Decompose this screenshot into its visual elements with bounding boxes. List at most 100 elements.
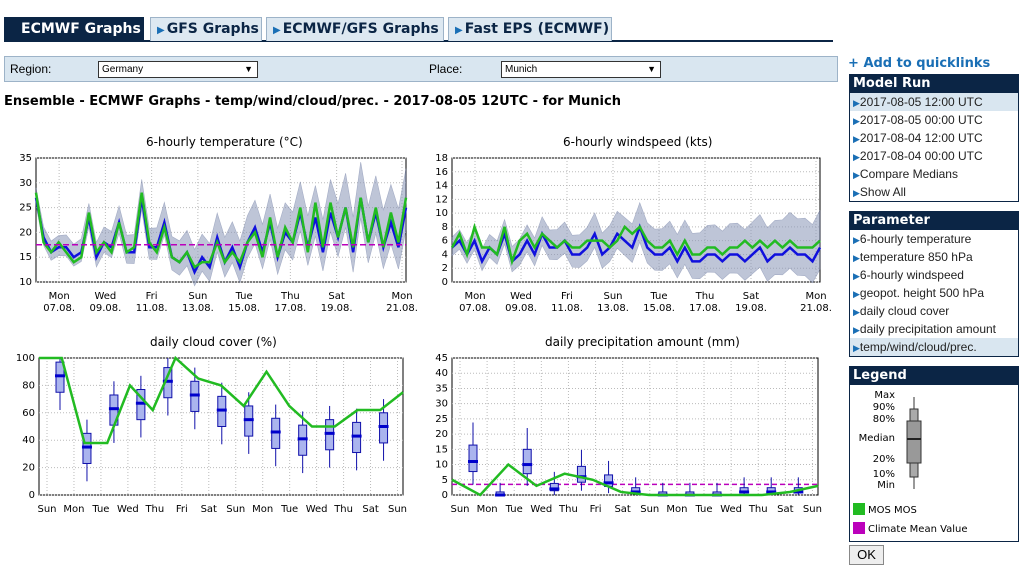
y-tick-label: 8 (442, 222, 448, 233)
y-tick-label: 35 (19, 153, 32, 164)
y-tick-label: 30 (19, 178, 32, 189)
x-tick-day: Fri (146, 291, 158, 302)
y-tick-label: 20 (435, 429, 448, 440)
parameter-item[interactable]: ▶geopot. height 500 hPa (850, 284, 1018, 302)
x-tick-day: Sun (640, 504, 659, 515)
parameter-item[interactable]: ▶daily cloud cover (850, 302, 1018, 320)
x-tick-day: Mon (464, 291, 485, 302)
arrow-right-icon: ▶ (853, 188, 860, 198)
x-tick-date: 21.08. (386, 303, 418, 314)
x-tick-date: 17.08. (274, 303, 306, 314)
x-tick-day: Sat (743, 291, 759, 302)
y-tick-label: 10 (435, 460, 448, 471)
tab-label: GFS Graphs (166, 21, 259, 37)
dropdown-arrow-icon: ▼ (244, 64, 253, 74)
plot-frame (451, 357, 819, 496)
x-tick-day: Sun (603, 291, 622, 302)
model-run-item[interactable]: ▶2017-08-04 12:00 UTC (850, 129, 1018, 147)
parameter-item-selected[interactable]: ▶temp/wind/cloud/prec. (850, 338, 1018, 356)
x-tick-date: 19.08. (321, 303, 353, 314)
x-tick-day: Mon (252, 504, 273, 515)
item-label: 2017-08-04 00:00 UTC (859, 149, 983, 163)
tab-ecmwf-gfs-graphs[interactable]: ▶ ECMWF/GFS Graphs (266, 17, 444, 41)
x-tick-day: Wed (306, 504, 328, 515)
model-run-item[interactable]: ▶2017-08-04 00:00 UTC (850, 147, 1018, 165)
compare-medians-item[interactable]: ▶Compare Medians (850, 165, 1018, 183)
quartile-box (522, 448, 532, 475)
item-label: 2017-08-05 00:00 UTC (859, 113, 983, 127)
mos-line (450, 222, 821, 266)
add-quicklinks-link[interactable]: + Add to quicklinks (848, 56, 990, 71)
x-tick-date: 11.08. (551, 303, 583, 314)
charts-area: 101520253035Mon07.08.Wed09.08.Fri11.08.S… (16, 153, 832, 515)
item-label: 6-hourly windspeed (859, 268, 964, 282)
parameter-item[interactable]: ▶daily precipitation amount (850, 320, 1018, 338)
arrow-right-icon: ▶ (455, 25, 463, 36)
x-tick-date: 15.08. (643, 303, 675, 314)
show-all-item[interactable]: ▶Show All (850, 183, 1018, 201)
x-tick-date: 11.08. (136, 303, 168, 314)
x-tick-date: 15.08. (228, 303, 260, 314)
arrow-right-icon: ▶ (853, 343, 860, 353)
legend-header: Legend (850, 367, 1018, 385)
x-tick-date: 13.08. (597, 303, 629, 314)
x-tick-day: Sat (777, 504, 793, 515)
x-tick-day: Thu (558, 504, 578, 515)
tab-fast-eps[interactable]: ▶ Fast EPS (ECMWF) (448, 17, 612, 41)
arrow-right-icon: ▶ (853, 235, 860, 245)
x-tick-day: Thu (748, 504, 768, 515)
place-value: Munich (505, 64, 538, 75)
arrow-right-icon: ▶ (157, 25, 165, 36)
x-tick-date: 19.08. (735, 303, 767, 314)
legend-box-inner (906, 420, 922, 464)
plus-icon: + (848, 56, 859, 71)
quicklinks-label: Add to quicklinks (863, 56, 991, 71)
item-label: 2017-08-05 12:00 UTC (859, 95, 983, 109)
model-run-item[interactable]: ▶2017-08-05 12:00 UTC (850, 93, 1018, 111)
x-tick-day: Mon (805, 291, 826, 302)
mos-line (39, 355, 404, 445)
x-tick-date: 17.08. (689, 303, 721, 314)
tab-ecmwf-graphs[interactable]: ECMWF Graphs (4, 17, 144, 41)
parameter-item[interactable]: ▶temperature 850 hPa (850, 248, 1018, 266)
y-tick-label: 45 (435, 353, 448, 364)
x-tick-day: Thu (280, 291, 300, 302)
x-tick-day: Mon (49, 291, 70, 302)
place-label: Place: (429, 62, 463, 76)
parameter-item[interactable]: ▶6-hourly windspeed (850, 266, 1018, 284)
y-tick-label: 5 (442, 475, 448, 486)
region-label: Region: (10, 62, 52, 76)
tab-gfs-graphs[interactable]: ▶ GFS Graphs (150, 17, 262, 41)
model-run-item[interactable]: ▶2017-08-05 00:00 UTC (850, 111, 1018, 129)
x-tick-date: 09.08. (89, 303, 121, 314)
parameter-item[interactable]: ▶6-hourly temperature (850, 230, 1018, 248)
y-tick-label: 14 (435, 181, 448, 192)
y-tick-label: 18 (435, 153, 448, 164)
x-tick-day: Thu (144, 504, 164, 515)
x-tick-day: Tue (280, 504, 298, 515)
legend-boxplot: Max 90% 80% Median 20% 10% Min MOS MOS C… (853, 390, 968, 535)
ensemble-band (451, 201, 821, 284)
x-tick-day: Sun (388, 504, 407, 515)
place-select[interactable]: Munich ▼ (501, 61, 661, 78)
quartile-box (549, 482, 559, 492)
x-tick-date: 07.08. (459, 303, 491, 314)
x-tick-day: Wed (94, 291, 116, 302)
x-tick-day: Mon (666, 504, 687, 515)
x-tick-day: Thu (695, 291, 715, 302)
ok-button[interactable]: OK (849, 545, 884, 565)
x-tick-day: Tue (649, 291, 667, 302)
arrow-right-icon: ▶ (853, 170, 860, 180)
item-label: 6-hourly temperature (859, 232, 972, 246)
tab-label: ECMWF Graphs (21, 21, 141, 37)
y-tick-label: 15 (435, 444, 448, 455)
x-tick-day: Wed (720, 504, 742, 515)
model-run-header: Model Run (850, 75, 1018, 93)
parameter-panel: Parameter ▶6-hourly temperature ▶tempera… (849, 211, 1019, 357)
region-bar: Region: Germany ▼ Place: Munich ▼ (4, 56, 838, 82)
x-tick-day: Wed (530, 504, 552, 515)
x-tick-day: Tue (91, 504, 109, 515)
region-select[interactable]: Germany ▼ (98, 61, 258, 78)
x-tick-date: 07.08. (43, 303, 75, 314)
x-tick-day: Wed (117, 504, 139, 515)
